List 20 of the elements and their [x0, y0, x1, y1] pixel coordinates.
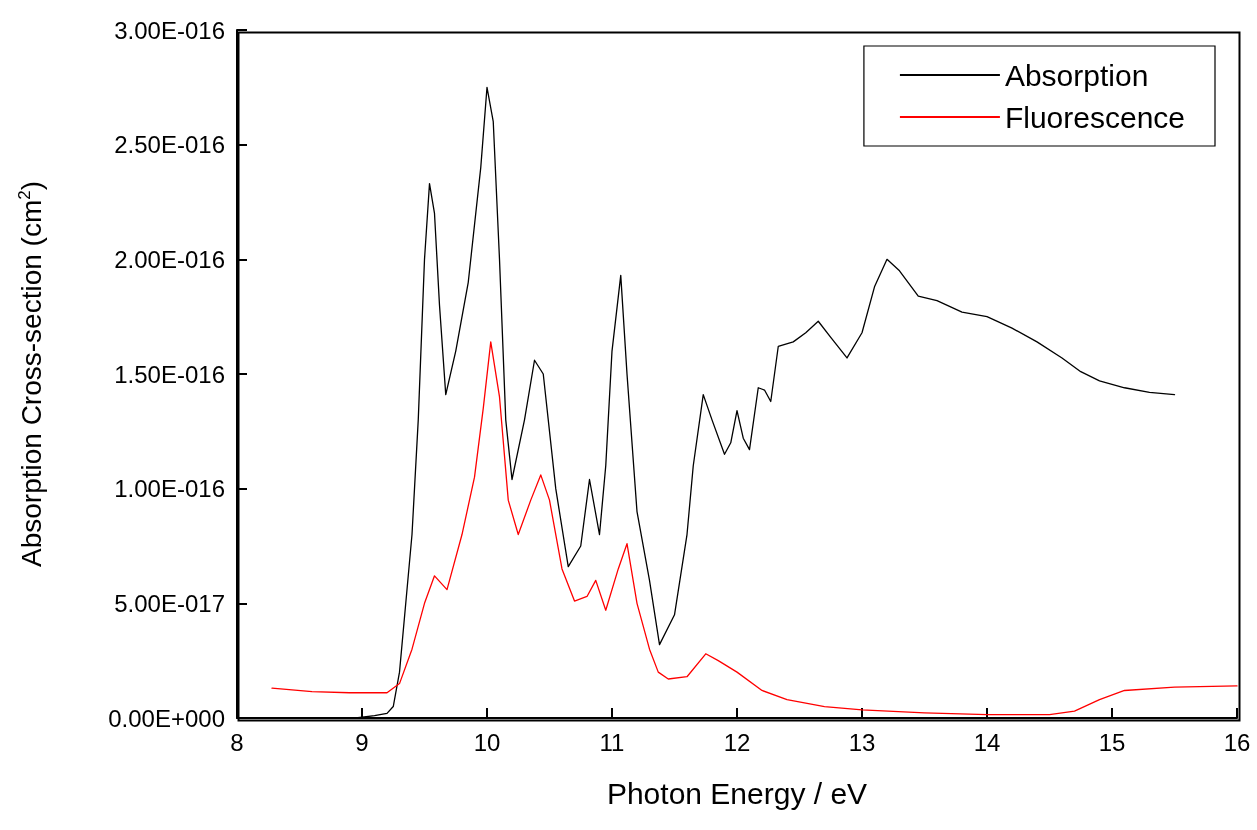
y-tick-label: 1.00E-016	[114, 475, 225, 503]
y-tick-label: 2.00E-016	[114, 245, 225, 273]
x-tick-label: 12	[723, 728, 751, 756]
legend-label: Fluorescence	[1004, 100, 1186, 134]
x-tick-label: 13	[848, 728, 876, 756]
x-tick-label: 9	[355, 728, 369, 756]
y-tick-label: 5.00E-017	[114, 589, 225, 617]
legend-label: Absorption	[1004, 58, 1149, 92]
x-axis-title: Photon Energy / eV	[606, 776, 868, 810]
y-axis-title: Absorption Cross-section (cm2)	[15, 181, 47, 568]
y-tick-label: 1.50E-016	[114, 360, 225, 388]
x-tick-label: 14	[973, 728, 1001, 756]
x-tick-label: 10	[473, 728, 501, 756]
y-tick-label: 3.00E-016	[114, 16, 225, 44]
y-tick-label: 2.50E-016	[114, 131, 225, 159]
x-tick-label: 15	[1098, 728, 1126, 756]
x-tick-label: 8	[230, 728, 244, 756]
x-tick-label: 16	[1223, 728, 1251, 756]
x-tick-label: 11	[599, 728, 625, 756]
y-tick-label: 0.00E+000	[108, 704, 225, 732]
